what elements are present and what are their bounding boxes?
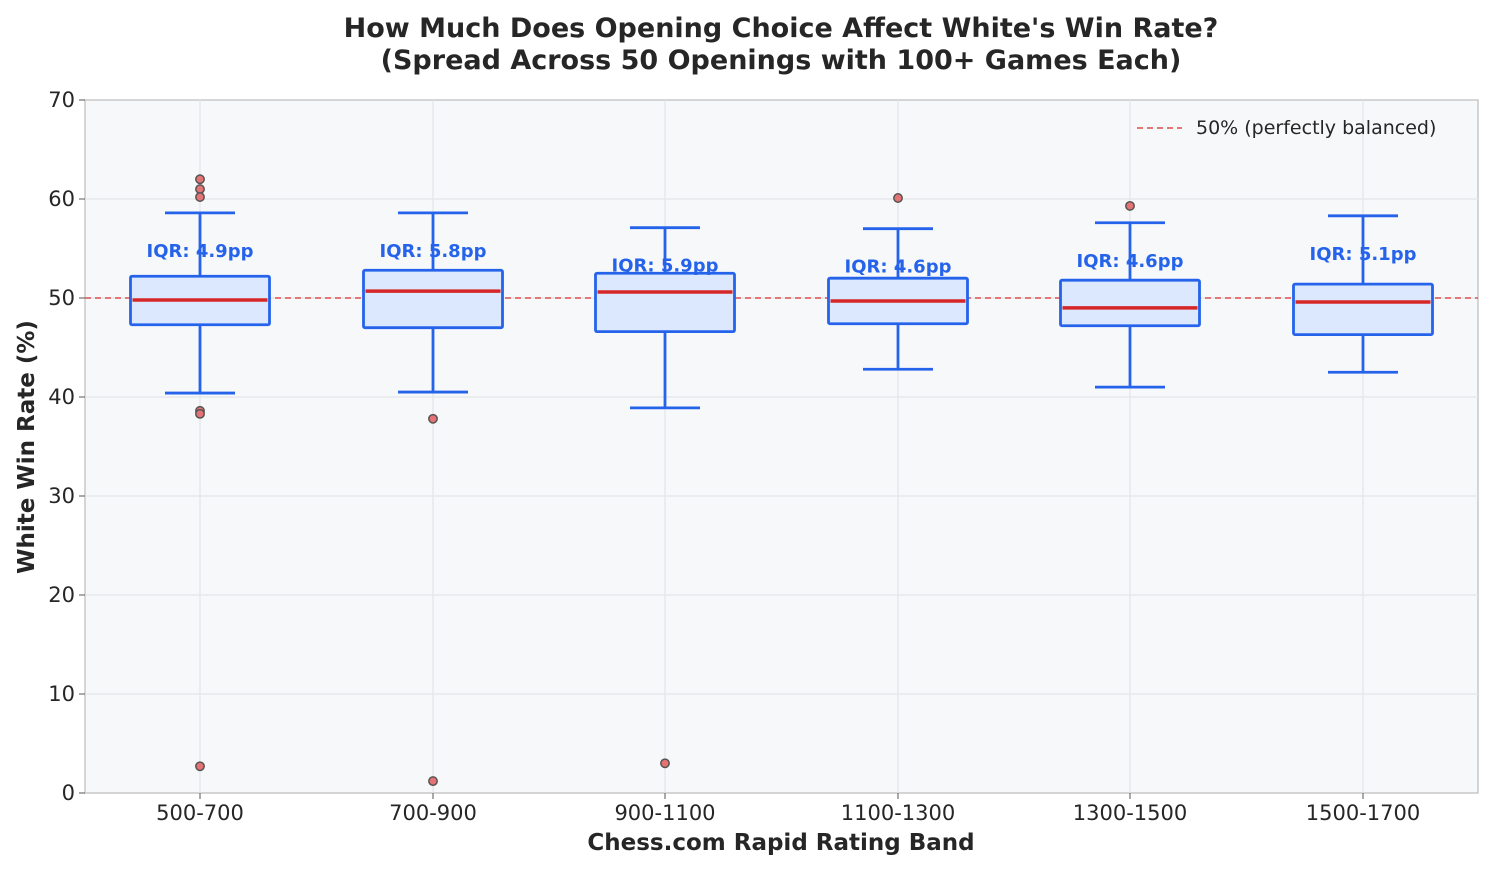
y-tick-label: 20	[48, 583, 75, 607]
x-tick-label: 700-900	[389, 801, 477, 825]
iqr-box	[1059, 278, 1201, 328]
y-tick-label: 70	[48, 88, 75, 112]
box-group-700-900: IQR: 5.8pp	[362, 211, 504, 787]
legend-label: 50% (perfectly balanced)	[1196, 117, 1436, 139]
iqr-box	[1292, 282, 1434, 337]
x-tick-label: 900-1100	[614, 801, 715, 825]
y-axis-label: White Win Rate (%)	[14, 320, 40, 574]
x-tick-labels: 500-700 700-900 900-1100 1100-1300 1300-1500…	[156, 793, 1420, 825]
iqr-box	[362, 268, 504, 330]
iqr-annotation: IQR: 4.6pp	[845, 257, 952, 278]
y-tick-label: 10	[48, 682, 75, 706]
box-group-1300-1500: IQR: 4.6pp	[1059, 200, 1201, 389]
outlier-point	[660, 758, 670, 769]
x-tick-label: 1500-1700	[1306, 801, 1420, 825]
y-tick-label: 40	[48, 385, 75, 409]
outlier-point	[1125, 200, 1135, 211]
x-tick-label: 1300-1500	[1073, 801, 1187, 825]
boxes-layer: IQR: 4.9pp IQR: 5.8pp IQR: 5.9pp IQR: 4.6pp…	[129, 174, 1434, 787]
iqr-annotation: IQR: 4.9pp	[147, 241, 254, 262]
outlier-point	[195, 408, 205, 419]
y-tick-labels: 0 10 20 30 40 50 60 70	[48, 88, 85, 805]
outlier-point	[195, 174, 205, 185]
iqr-annotation: IQR: 5.9pp	[612, 256, 719, 277]
outlier-point	[195, 192, 205, 202]
y-tick-label: 50	[48, 286, 75, 310]
x-tick-label: 500-700	[156, 801, 244, 825]
x-tick-label: 1100-1300	[841, 801, 955, 825]
outlier-point	[428, 413, 438, 424]
outlier-point	[428, 776, 438, 787]
box-group-500-700: IQR: 4.9pp	[129, 174, 271, 772]
outlier-point	[893, 193, 903, 203]
outlier-point	[195, 184, 205, 195]
y-tick-label: 30	[48, 484, 75, 508]
box-group-1100-1300: IQR: 4.6pp	[827, 193, 969, 371]
iqr-annotation: IQR: 4.6pp	[1077, 251, 1184, 272]
x-axis-label: Chess.com Rapid Rating Band	[587, 830, 974, 856]
plot-area	[84, 99, 1479, 794]
y-tick-label: 0	[62, 781, 75, 805]
outlier-point	[195, 761, 205, 772]
iqr-annotation: IQR: 5.1pp	[1310, 244, 1417, 265]
y-tick-label: 60	[48, 187, 75, 211]
iqr-box	[594, 271, 736, 334]
box-group-1500-1700: IQR: 5.1pp	[1292, 214, 1434, 374]
legend: 50% (perfectly balanced)	[1137, 117, 1436, 139]
chart-subtitle: (Spread Across 50 Openings with 100+ Gam…	[381, 45, 1182, 76]
iqr-annotation: IQR: 5.8pp	[380, 241, 487, 262]
chart-title: How Much Does Opening Choice Affect Whit…	[344, 13, 1219, 44]
box-group-900-1100: IQR: 5.9pp	[594, 226, 736, 769]
